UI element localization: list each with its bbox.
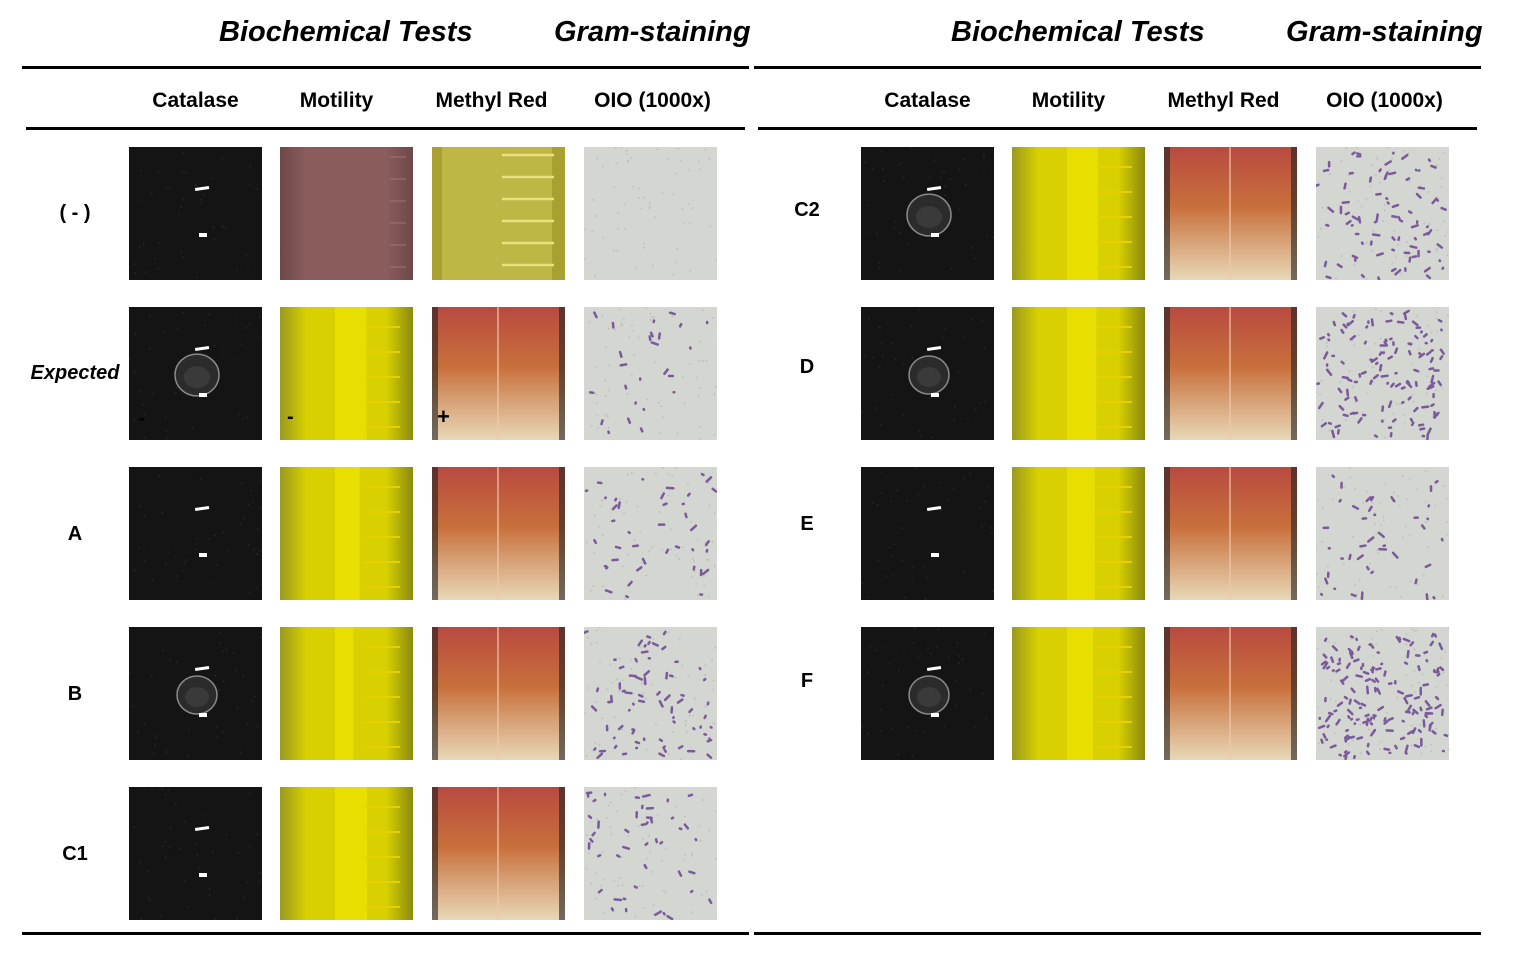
e-catalase-photo	[861, 467, 994, 600]
negative-methyl-red-photo	[432, 147, 565, 280]
right-bottom-rule	[754, 932, 1481, 935]
left-bottom-rule	[22, 932, 749, 935]
d-catalase-photo	[861, 307, 994, 440]
f-catalase-photo	[861, 627, 994, 760]
left-top-rule	[22, 66, 749, 69]
row-label-negative: ( - )	[59, 202, 91, 224]
expected-methyl-red-photo	[432, 307, 565, 440]
negative-oio-photo	[584, 147, 717, 280]
right-col-header-methyl-red: Methyl Red	[1167, 89, 1280, 112]
d-motility-photo	[1012, 307, 1145, 440]
expected-oio-photo	[584, 307, 717, 440]
c1-catalase-photo	[129, 787, 262, 920]
row-label-e: E	[800, 513, 814, 535]
row-label-expected: Expected	[30, 362, 120, 384]
a-methyl-red-photo	[432, 467, 565, 600]
right-group-header-gram: Gram-staining	[1286, 16, 1483, 48]
f-oio-photo	[1316, 627, 1449, 760]
a-motility-photo	[280, 467, 413, 600]
b-catalase-photo	[129, 627, 262, 760]
b-oio-photo	[584, 627, 717, 760]
right-header-rule	[758, 127, 1477, 130]
expected-motility-photo	[280, 307, 413, 440]
expected-methyl-red-mark: +	[437, 404, 450, 429]
expected-motility-mark: -	[287, 406, 294, 428]
row-label-d: D	[799, 356, 815, 378]
expected-catalase-mark: -	[139, 408, 145, 428]
b-motility-photo	[280, 627, 413, 760]
c2-motility-photo	[1012, 147, 1145, 280]
c1-oio-photo	[584, 787, 717, 920]
left-col-header-methyl-red: Methyl Red	[435, 89, 548, 112]
row-label-c2: C2	[794, 199, 820, 221]
left-col-header-oio: OIO (1000x)	[594, 89, 711, 112]
a-catalase-photo	[129, 467, 262, 600]
left-col-header-catalase: Catalase	[152, 89, 239, 112]
right-col-header-motility: Motility	[1031, 89, 1106, 112]
row-label-f: F	[800, 670, 814, 692]
e-methyl-red-photo	[1164, 467, 1297, 600]
e-oio-photo	[1316, 467, 1449, 600]
c1-methyl-red-photo	[432, 787, 565, 920]
f-methyl-red-photo	[1164, 627, 1297, 760]
c1-motility-photo	[280, 787, 413, 920]
a-oio-photo	[584, 467, 717, 600]
d-oio-photo	[1316, 307, 1449, 440]
c2-methyl-red-photo	[1164, 147, 1297, 280]
f-motility-photo	[1012, 627, 1145, 760]
negative-motility-photo	[280, 147, 413, 280]
row-label-a: A	[67, 523, 83, 545]
right-top-rule	[754, 66, 1481, 69]
right-col-header-oio: OIO (1000x)	[1326, 89, 1443, 112]
right-col-header-catalase: Catalase	[884, 89, 971, 112]
left-header-rule	[26, 127, 745, 130]
expected-catalase-photo	[129, 307, 262, 440]
d-methyl-red-photo	[1164, 307, 1297, 440]
row-label-c1: C1	[62, 843, 88, 865]
left-group-header-biochemical: Biochemical Tests	[219, 16, 473, 48]
right-group-header-biochemical: Biochemical Tests	[951, 16, 1205, 48]
c2-oio-photo	[1316, 147, 1449, 280]
negative-catalase-photo	[129, 147, 262, 280]
b-methyl-red-photo	[432, 627, 565, 760]
left-group-header-gram: Gram-staining	[554, 16, 751, 48]
left-col-header-motility: Motility	[299, 89, 374, 112]
e-motility-photo	[1012, 467, 1145, 600]
c2-catalase-photo	[861, 147, 994, 280]
row-label-b: B	[67, 683, 83, 705]
